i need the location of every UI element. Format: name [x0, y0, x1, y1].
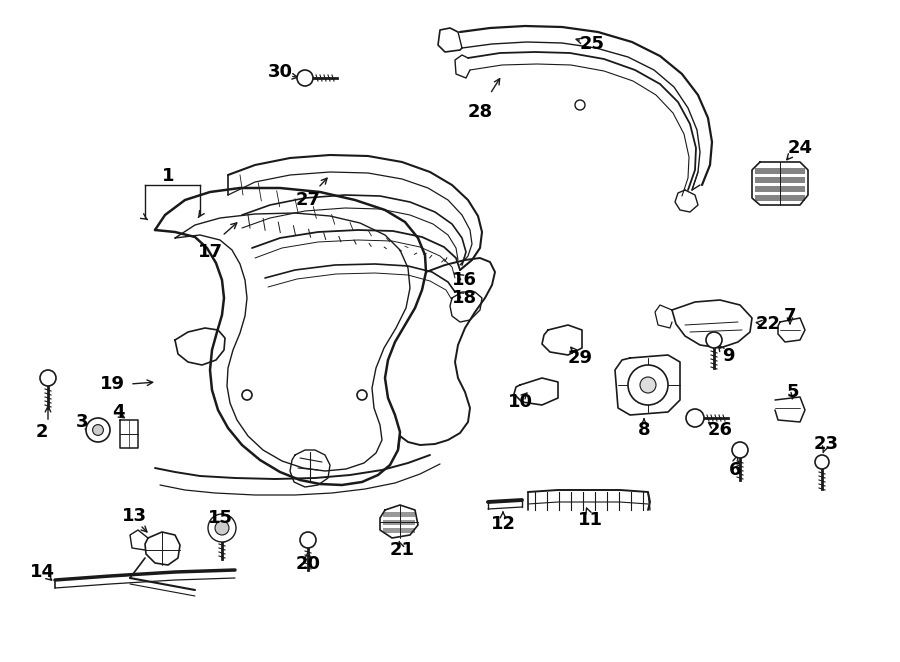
Text: 15: 15 — [208, 509, 232, 527]
Text: 21: 21 — [390, 541, 415, 559]
Text: 14: 14 — [30, 563, 55, 581]
Circle shape — [208, 514, 236, 542]
Polygon shape — [755, 186, 805, 192]
Text: 1: 1 — [162, 167, 175, 185]
Polygon shape — [755, 195, 805, 201]
Text: 20: 20 — [295, 555, 320, 573]
Circle shape — [86, 418, 110, 442]
Circle shape — [815, 455, 829, 469]
Text: 11: 11 — [578, 511, 602, 529]
Text: 2: 2 — [36, 423, 49, 441]
Text: 30: 30 — [267, 63, 293, 81]
Text: 7: 7 — [784, 307, 796, 325]
Circle shape — [242, 390, 252, 400]
Text: 13: 13 — [122, 507, 147, 525]
Text: 25: 25 — [580, 35, 605, 53]
Text: 17: 17 — [197, 243, 222, 261]
Polygon shape — [383, 520, 415, 525]
Text: 9: 9 — [722, 347, 734, 365]
Text: 22: 22 — [755, 315, 780, 333]
Circle shape — [93, 424, 104, 436]
Text: 26: 26 — [707, 421, 733, 439]
Circle shape — [357, 390, 367, 400]
Text: 8: 8 — [638, 421, 651, 439]
Circle shape — [300, 532, 316, 548]
Text: 19: 19 — [100, 375, 124, 393]
Circle shape — [628, 365, 668, 405]
Text: 18: 18 — [452, 289, 477, 307]
Polygon shape — [755, 177, 805, 183]
Text: 10: 10 — [508, 393, 533, 411]
Text: 12: 12 — [491, 515, 516, 533]
Polygon shape — [755, 168, 805, 174]
Text: 3: 3 — [76, 413, 88, 431]
Text: 23: 23 — [814, 435, 839, 453]
Circle shape — [213, 519, 231, 537]
Text: 6: 6 — [729, 461, 742, 479]
Text: 16: 16 — [452, 271, 476, 289]
Polygon shape — [383, 512, 415, 517]
Text: 5: 5 — [787, 383, 799, 401]
Circle shape — [575, 100, 585, 110]
Circle shape — [732, 442, 748, 458]
Text: 28: 28 — [467, 103, 492, 121]
Circle shape — [706, 332, 722, 348]
Circle shape — [640, 377, 656, 393]
Circle shape — [215, 521, 229, 535]
Circle shape — [686, 409, 704, 427]
Text: 4: 4 — [112, 403, 124, 421]
Text: 29: 29 — [568, 349, 592, 367]
Circle shape — [40, 370, 56, 386]
Text: 27: 27 — [295, 191, 320, 209]
Text: 24: 24 — [788, 139, 813, 157]
Circle shape — [297, 70, 313, 86]
Polygon shape — [383, 528, 415, 533]
